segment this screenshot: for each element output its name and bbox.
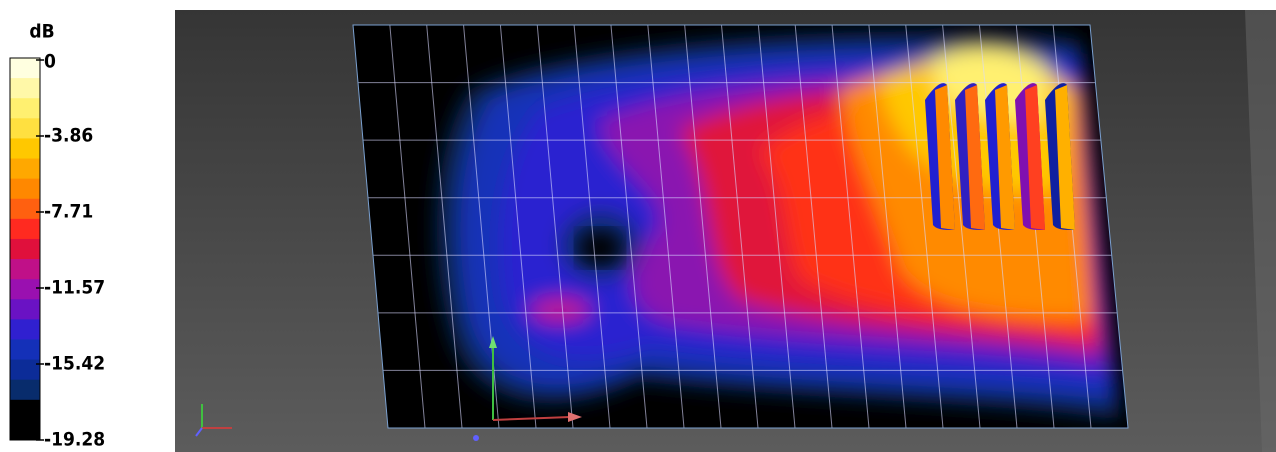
plate-outline	[352, 24, 1129, 429]
color-scale	[10, 58, 40, 441]
color-band	[10, 299, 40, 320]
color-band	[10, 78, 40, 99]
color-band	[10, 98, 40, 119]
color-band	[10, 419, 40, 441]
legend-ticks: 0 -3.86 -7.71 -11.57 -15.42 -19.28	[36, 51, 105, 451]
color-band	[10, 339, 40, 361]
orientation-triad	[195, 404, 232, 437]
color-band	[10, 319, 40, 340]
grid-line	[573, 25, 611, 428]
legend-label: -15.42	[44, 353, 105, 375]
color-band	[10, 158, 40, 180]
scene-axes	[473, 336, 582, 441]
color-scale-border	[9, 57, 41, 441]
legend-label: -11.57	[44, 277, 105, 299]
grid-line	[389, 25, 426, 428]
color-band	[10, 259, 40, 280]
legend-label: 0	[44, 51, 56, 73]
color-band	[10, 118, 40, 139]
grid-line	[647, 25, 685, 428]
color-band	[10, 138, 40, 160]
grid-line	[942, 25, 981, 428]
legend: dB 0 -3.86 -7.71 -11.57 -15.42 -19.28	[9, 21, 105, 451]
grid-line	[868, 25, 907, 428]
legend-label: -19.28	[44, 429, 105, 451]
legend-title: dB	[29, 21, 54, 43]
color-band	[10, 238, 40, 260]
color-band	[10, 178, 40, 200]
legend-label: -3.86	[44, 125, 93, 147]
color-band	[10, 198, 40, 220]
color-band	[10, 279, 40, 300]
color-band	[10, 359, 40, 381]
grid-line	[499, 25, 537, 428]
color-band	[10, 58, 40, 79]
grid-line	[905, 25, 944, 428]
color-band	[10, 399, 40, 421]
sources	[925, 83, 1075, 230]
viewport-edge	[1245, 10, 1276, 452]
color-band	[10, 379, 40, 401]
grid-line	[536, 25, 574, 428]
legend-label: -7.71	[44, 201, 93, 223]
grid-line	[610, 25, 648, 428]
grid-line	[794, 25, 833, 428]
grid-line	[721, 25, 759, 428]
grid-line	[831, 25, 870, 428]
grid-line	[426, 25, 463, 428]
grid-line	[757, 25, 796, 428]
grid-line	[684, 25, 722, 428]
color-band	[10, 218, 40, 240]
